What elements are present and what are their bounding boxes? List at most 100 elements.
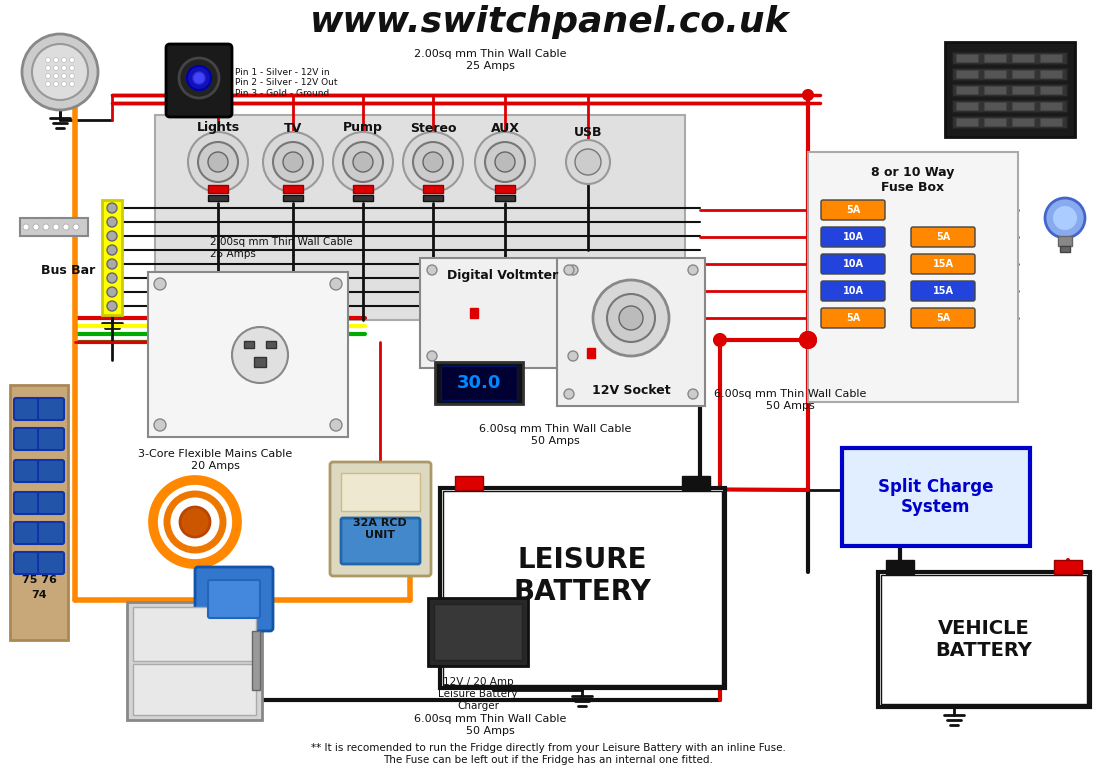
Circle shape xyxy=(54,66,58,70)
Bar xyxy=(557,258,705,406)
Circle shape xyxy=(198,142,238,182)
FancyBboxPatch shape xyxy=(39,552,64,574)
Bar xyxy=(424,195,443,201)
Bar xyxy=(244,341,254,348)
Text: 30.0: 30.0 xyxy=(456,374,502,392)
FancyBboxPatch shape xyxy=(821,281,886,301)
Bar xyxy=(126,602,262,720)
Circle shape xyxy=(32,44,88,100)
Bar xyxy=(984,86,1006,94)
Bar xyxy=(984,118,1006,126)
Text: Digital Voltmter: Digital Voltmter xyxy=(447,269,558,283)
Bar xyxy=(254,357,266,367)
Text: Pump: Pump xyxy=(343,121,383,134)
Circle shape xyxy=(495,152,515,172)
Text: 12V / 20 Amp
Leisure Battery
Charger: 12V / 20 Amp Leisure Battery Charger xyxy=(438,677,518,710)
Text: 75 76: 75 76 xyxy=(22,575,56,585)
Text: 5A: 5A xyxy=(846,313,860,323)
Circle shape xyxy=(403,132,463,192)
Circle shape xyxy=(45,57,51,63)
Bar xyxy=(252,631,260,690)
Bar xyxy=(984,54,1006,62)
Circle shape xyxy=(192,72,205,84)
Circle shape xyxy=(564,265,574,275)
Bar xyxy=(956,70,978,78)
Bar xyxy=(1054,560,1082,574)
Circle shape xyxy=(568,265,578,275)
Bar xyxy=(587,348,595,358)
FancyBboxPatch shape xyxy=(166,44,232,117)
Circle shape xyxy=(575,149,601,175)
Circle shape xyxy=(475,132,535,192)
Bar xyxy=(956,102,978,110)
FancyBboxPatch shape xyxy=(14,398,40,420)
Bar xyxy=(1040,54,1062,62)
Circle shape xyxy=(107,231,117,241)
Circle shape xyxy=(353,152,373,172)
Circle shape xyxy=(107,259,117,269)
Bar xyxy=(1012,102,1034,110)
FancyBboxPatch shape xyxy=(208,580,260,618)
FancyBboxPatch shape xyxy=(341,518,420,564)
Bar xyxy=(1012,54,1034,62)
Circle shape xyxy=(45,73,51,79)
Circle shape xyxy=(23,224,29,230)
FancyBboxPatch shape xyxy=(14,492,40,514)
Circle shape xyxy=(54,82,58,86)
Bar xyxy=(956,54,978,62)
Circle shape xyxy=(53,224,59,230)
Circle shape xyxy=(688,265,698,275)
FancyBboxPatch shape xyxy=(821,308,886,328)
Bar xyxy=(495,195,515,201)
Circle shape xyxy=(62,57,66,63)
Text: TV: TV xyxy=(284,121,302,134)
Bar xyxy=(881,575,1087,704)
Bar xyxy=(984,70,1006,78)
Bar xyxy=(952,116,1067,128)
Text: 15A: 15A xyxy=(933,259,954,269)
Bar xyxy=(434,362,522,404)
Circle shape xyxy=(330,419,342,431)
Circle shape xyxy=(427,265,437,275)
Circle shape xyxy=(714,334,726,346)
Text: LEISURE
BATTERY: LEISURE BATTERY xyxy=(513,546,651,606)
Bar xyxy=(952,84,1067,96)
Text: 6.00sq mm Thin Wall Cable
50 Amps: 6.00sq mm Thin Wall Cable 50 Amps xyxy=(414,714,566,736)
FancyBboxPatch shape xyxy=(39,398,64,420)
Bar xyxy=(956,86,978,94)
Circle shape xyxy=(800,332,816,348)
Bar xyxy=(20,218,88,236)
Circle shape xyxy=(73,224,79,230)
Bar xyxy=(495,185,515,193)
Text: 5A: 5A xyxy=(846,205,860,215)
FancyBboxPatch shape xyxy=(39,492,64,514)
FancyBboxPatch shape xyxy=(39,428,64,450)
Text: AUX: AUX xyxy=(491,121,519,134)
Circle shape xyxy=(188,132,248,192)
Circle shape xyxy=(63,224,69,230)
Bar xyxy=(441,366,517,400)
Circle shape xyxy=(283,152,302,172)
Bar xyxy=(682,476,710,490)
Circle shape xyxy=(485,142,525,182)
Circle shape xyxy=(179,58,219,98)
Text: Split Charge
System: Split Charge System xyxy=(878,478,993,516)
FancyBboxPatch shape xyxy=(39,460,64,482)
Circle shape xyxy=(107,217,117,227)
Bar xyxy=(266,341,276,348)
Circle shape xyxy=(180,507,210,537)
Bar xyxy=(470,308,478,318)
FancyBboxPatch shape xyxy=(14,522,40,544)
Bar xyxy=(102,200,122,315)
Circle shape xyxy=(22,34,98,110)
Circle shape xyxy=(330,278,342,290)
Circle shape xyxy=(427,351,437,361)
Circle shape xyxy=(607,294,654,342)
Circle shape xyxy=(54,73,58,79)
Circle shape xyxy=(154,278,166,290)
Bar xyxy=(428,598,528,666)
Bar xyxy=(341,473,420,511)
Bar xyxy=(10,385,68,640)
Circle shape xyxy=(69,57,75,63)
Text: Pin 1 - Silver - 12V in
Pin 2 - Silver - 12V Out
Pin 3 - Gold - Ground: Pin 1 - Silver - 12V in Pin 2 - Silver -… xyxy=(235,68,338,98)
